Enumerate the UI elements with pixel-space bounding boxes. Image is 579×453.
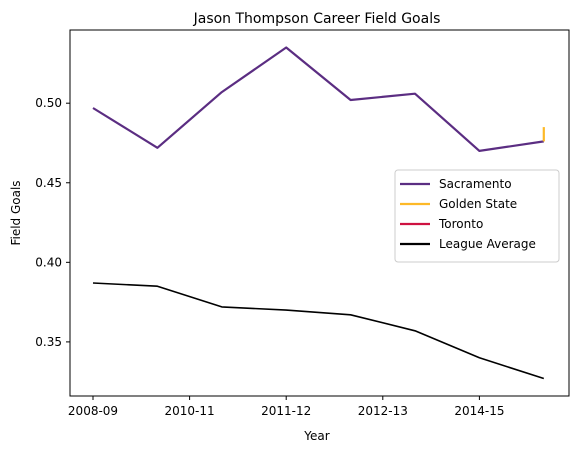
x-tick-label: 2008-09 [68,404,118,418]
x-tick-label: 2010-11 [165,404,215,418]
y-tick-label: 0.35 [35,335,62,349]
x-axis: 2008-09 2010-11 2011-12 2012-13 2014-15 [68,396,504,418]
chart-title: Jason Thompson Career Field Goals [193,11,441,27]
y-tick-label: 0.45 [35,176,62,190]
x-tick-label: 2011-12 [261,404,311,418]
legend-box [394,169,560,263]
legend-label-league-average: League Average [439,237,536,251]
series-line-league-average [92,282,545,380]
x-tick-label: 2012-13 [358,404,408,418]
plot-lines [92,46,545,380]
x-tick-label: 2014-15 [454,404,504,418]
y-axis: 0.35 0.40 0.45 0.50 [35,96,70,349]
legend-label-golden-state: Golden State [439,197,517,211]
y-axis-label: Field Goals [9,180,23,245]
plot-frame [69,29,570,397]
legend: Sacramento Golden State Toronto League Aver… [394,169,560,263]
legend-label-sacramento: Sacramento [439,177,512,191]
x-axis-label: Year [303,429,329,443]
series-line-sacramento [92,46,544,152]
y-tick-label: 0.50 [35,96,62,110]
y-tick-label: 0.40 [35,255,62,269]
legend-label-toronto: Toronto [438,217,483,231]
